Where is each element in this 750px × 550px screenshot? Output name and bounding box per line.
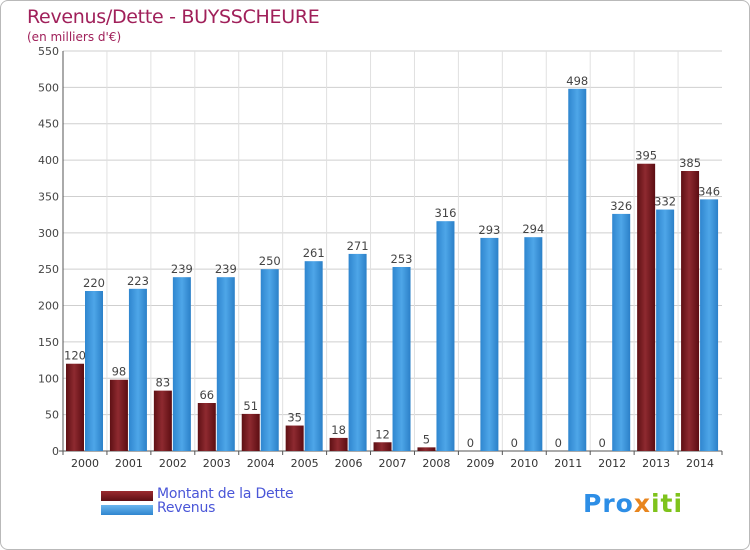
data-label-debt: 5 — [423, 432, 430, 446]
y-tick-label: 250 — [38, 263, 59, 276]
bar-debt — [109, 379, 128, 451]
y-tick-label: 300 — [38, 227, 59, 240]
bar-revenue — [172, 277, 191, 451]
data-label-debt: 385 — [679, 156, 701, 170]
x-tick-label: 2004 — [247, 457, 275, 470]
data-label-revenue: 250 — [259, 254, 281, 268]
data-label-revenue: 332 — [654, 195, 676, 209]
bar-revenue — [612, 213, 631, 451]
bar-revenue — [260, 269, 279, 451]
x-tick-label: 2011 — [554, 457, 582, 470]
x-tick-label: 2014 — [686, 457, 714, 470]
dark-red-bar-swatch-icon — [101, 491, 153, 501]
x-tick-label: 2009 — [466, 457, 494, 470]
data-label-debt: 12 — [375, 427, 390, 441]
data-label-debt: 0 — [599, 436, 606, 450]
x-tick-label: 2006 — [335, 457, 363, 470]
y-tick-label: 200 — [38, 300, 59, 313]
bar-revenue — [348, 253, 367, 451]
data-label-revenue: 293 — [478, 223, 500, 237]
bar-revenue — [524, 237, 543, 451]
y-tick-label: 550 — [38, 45, 59, 58]
data-label-revenue: 239 — [215, 262, 237, 276]
data-label-revenue: 239 — [171, 262, 193, 276]
data-label-revenue: 326 — [610, 199, 632, 213]
bar-debt — [329, 437, 348, 451]
bar-debt — [241, 413, 260, 451]
bar-revenue — [392, 267, 411, 451]
bar-revenue — [568, 88, 587, 452]
data-label-debt: 0 — [467, 436, 474, 450]
data-label-debt: 51 — [243, 399, 258, 413]
data-label-debt: 0 — [555, 436, 562, 450]
bar-debt — [637, 163, 656, 451]
x-tick-label: 2001 — [115, 457, 143, 470]
data-label-revenue: 253 — [391, 252, 413, 266]
x-tick-label: 2005 — [291, 457, 319, 470]
x-tick-label: 2000 — [71, 457, 99, 470]
blue-bar-swatch-icon — [101, 505, 153, 515]
chart-title: Revenus/Dette - BUYSSCHEURE — [27, 6, 320, 28]
y-tick-label: 350 — [38, 190, 59, 203]
x-tick-label: 2008 — [422, 457, 450, 470]
bar-revenue — [85, 291, 103, 451]
bar-debt — [153, 390, 172, 451]
bar-revenue — [480, 237, 499, 451]
bar-revenue — [656, 209, 675, 451]
data-label-debt: 83 — [156, 376, 171, 390]
y-tick-label: 400 — [38, 154, 59, 167]
data-label-revenue: 316 — [434, 206, 456, 220]
data-label-revenue: 294 — [522, 222, 544, 236]
proxiti-logo: Proxiti — [583, 489, 684, 518]
data-label-revenue: 261 — [303, 246, 325, 260]
data-label-revenue: 223 — [127, 274, 149, 288]
bar-debt — [197, 403, 216, 451]
data-label-revenue: 220 — [83, 276, 105, 290]
x-tick-label: 2010 — [510, 457, 538, 470]
y-tick-label: 100 — [38, 372, 59, 385]
data-label-debt: 18 — [331, 423, 346, 437]
x-tick-label: 2002 — [159, 457, 187, 470]
x-tick-label: 2007 — [379, 457, 407, 470]
bar-debt — [285, 425, 304, 451]
bar-debt — [373, 442, 392, 451]
data-label-revenue: 271 — [347, 239, 369, 253]
data-label-debt: 98 — [112, 365, 127, 379]
data-label-debt: 120 — [64, 349, 86, 363]
bar-revenue — [436, 221, 455, 451]
bar-debt — [417, 447, 436, 451]
legend-label-debt: Montant de la Dette — [157, 486, 294, 502]
y-tick-label: 450 — [38, 118, 59, 131]
data-label-debt: 395 — [635, 149, 657, 163]
x-tick-label: 2003 — [203, 457, 231, 470]
bar-debt — [681, 171, 700, 451]
data-label-revenue: 346 — [698, 184, 720, 198]
data-label-debt: 0 — [511, 436, 518, 450]
bar-revenue — [216, 277, 235, 451]
bar-revenue — [700, 199, 719, 451]
data-label-debt: 66 — [199, 388, 214, 402]
x-tick-label: 2013 — [642, 457, 670, 470]
y-tick-label: 150 — [38, 336, 59, 349]
x-tick-label: 2012 — [598, 457, 626, 470]
y-tick-label: 0 — [52, 445, 59, 458]
y-tick-label: 50 — [45, 409, 59, 422]
bar-revenue — [304, 261, 323, 451]
y-tick-label: 500 — [38, 81, 59, 94]
chart-subtitle: (en milliers d'€) — [27, 30, 122, 44]
legend-label-revenue: Revenus — [157, 500, 216, 516]
bar-debt — [66, 363, 84, 451]
bar-revenue — [128, 288, 147, 451]
data-label-debt: 35 — [287, 411, 302, 425]
data-label-revenue: 498 — [566, 74, 588, 88]
